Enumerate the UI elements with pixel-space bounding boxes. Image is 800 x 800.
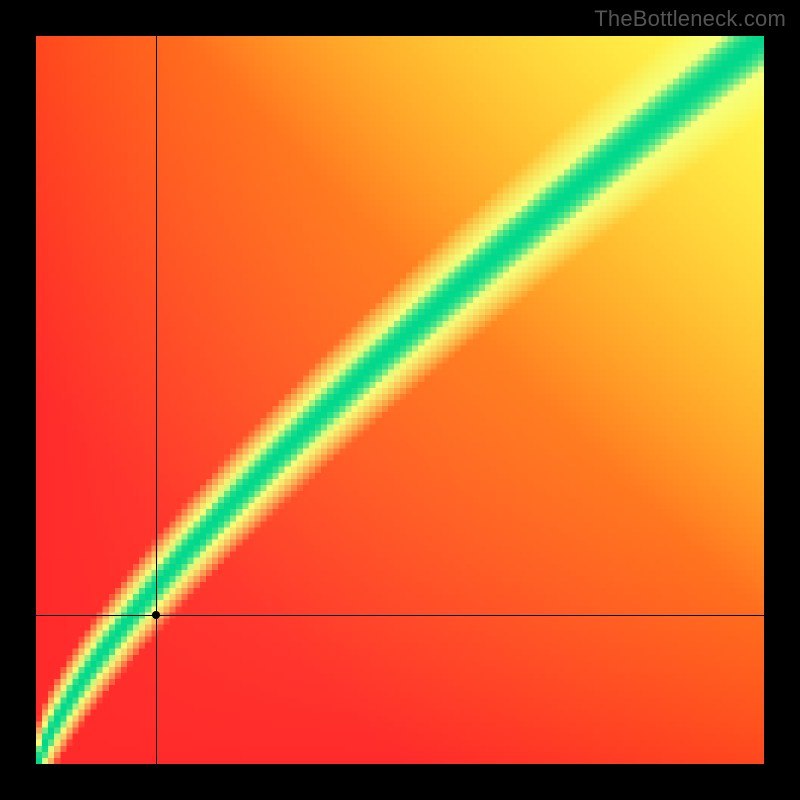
crosshair-horizontal — [36, 615, 764, 616]
watermark-text: TheBottleneck.com — [594, 6, 786, 32]
chart-frame: TheBottleneck.com — [0, 0, 800, 800]
crosshair-marker — [152, 611, 160, 619]
heatmap-canvas — [36, 36, 764, 764]
crosshair-vertical — [156, 36, 157, 764]
